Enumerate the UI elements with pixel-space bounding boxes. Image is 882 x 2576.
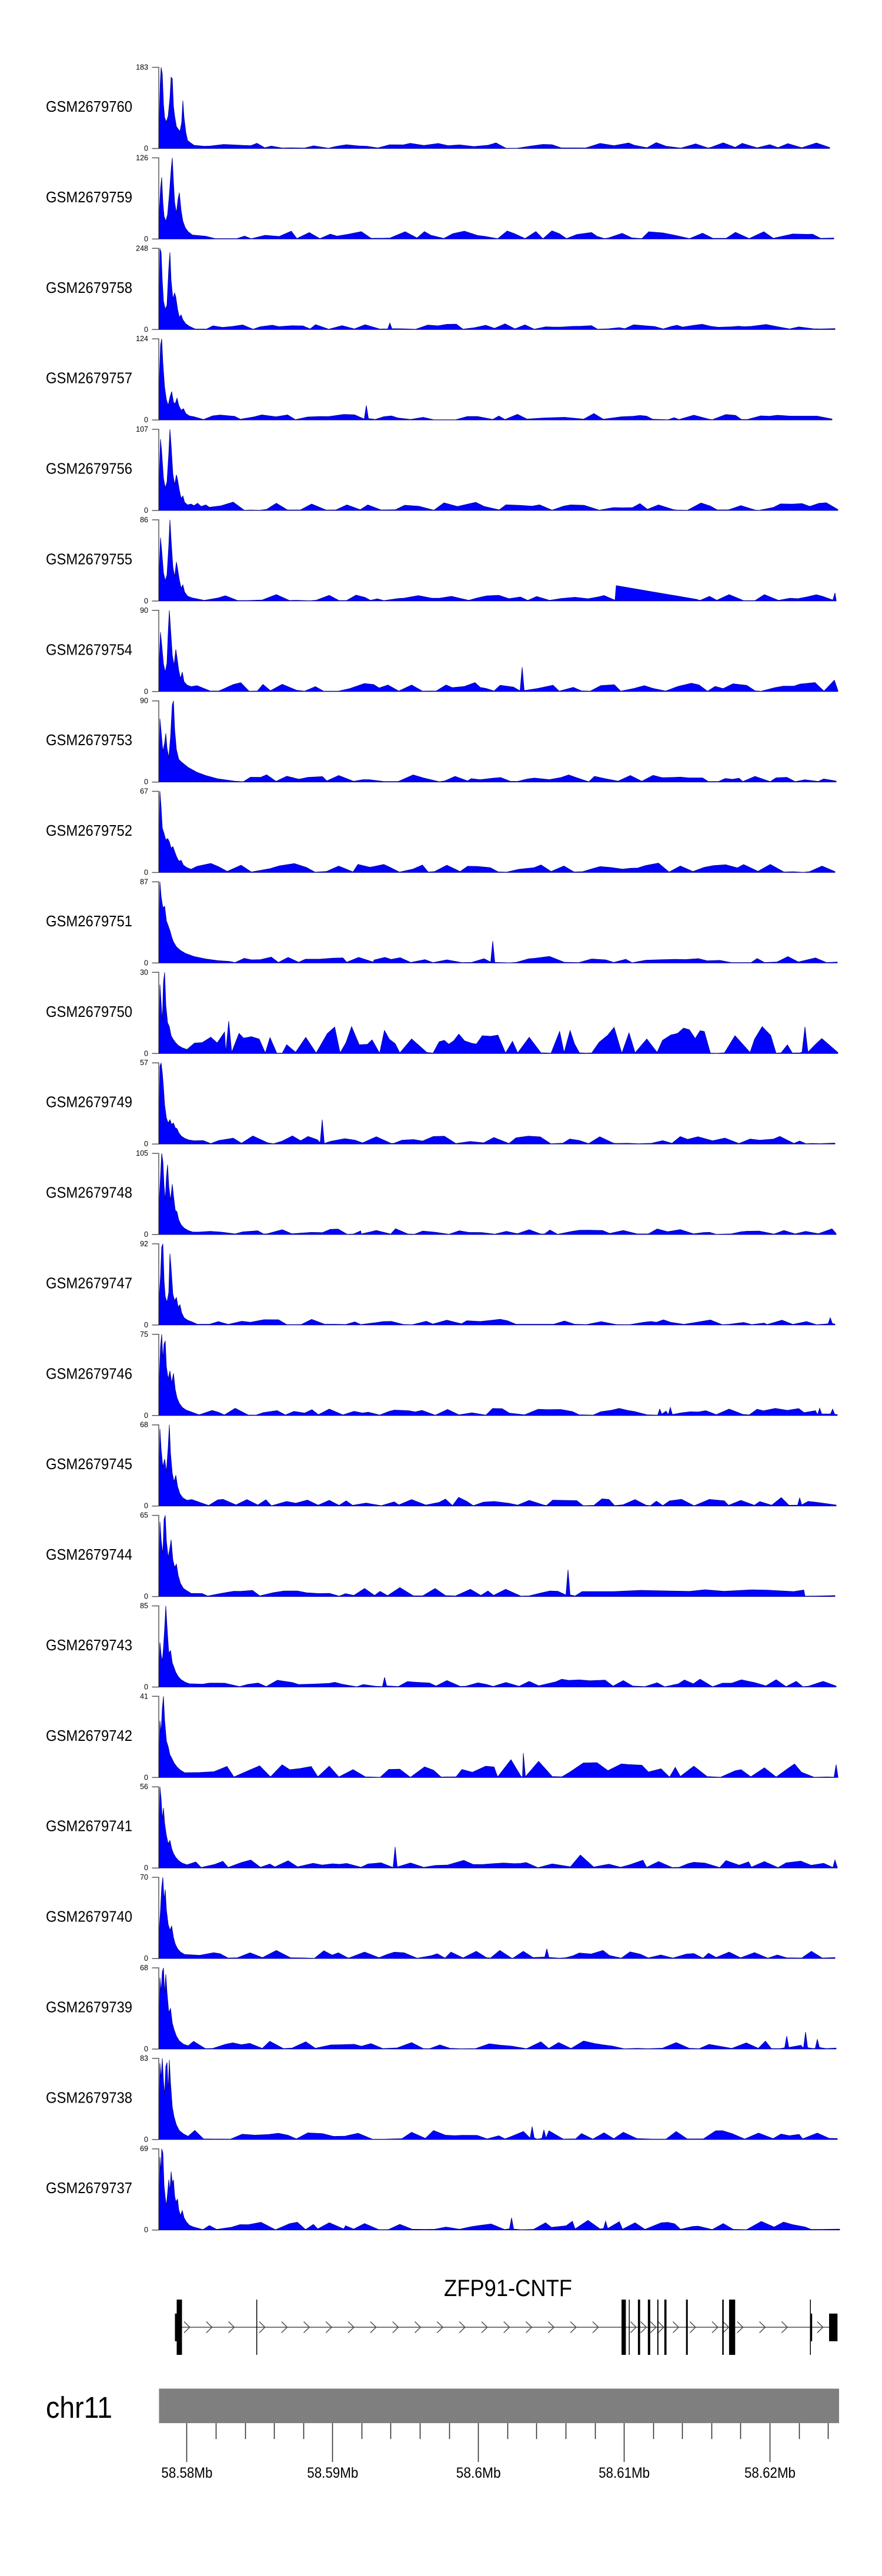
svg-text:GSM2679758: GSM2679758 [46, 279, 132, 296]
svg-text:GSM2679737: GSM2679737 [46, 2179, 132, 2197]
svg-text:GSM2679754: GSM2679754 [46, 640, 132, 658]
svg-text:GSM2679759: GSM2679759 [46, 188, 132, 206]
svg-text:68: 68 [140, 1964, 148, 1972]
svg-text:GSM2679751: GSM2679751 [46, 912, 132, 930]
svg-text:105: 105 [136, 1149, 148, 1157]
svg-text:126: 126 [136, 154, 148, 162]
svg-text:183: 183 [136, 64, 148, 72]
svg-text:0: 0 [144, 597, 148, 605]
svg-text:GSM2679757: GSM2679757 [46, 369, 132, 387]
svg-text:58.61Mb: 58.61Mb [599, 2465, 650, 2481]
svg-text:68: 68 [140, 1421, 148, 1429]
svg-text:chr11: chr11 [46, 2391, 112, 2424]
svg-text:GSM2679743: GSM2679743 [46, 1636, 132, 1654]
svg-text:0: 0 [144, 1864, 148, 1872]
svg-text:92: 92 [140, 1240, 148, 1248]
svg-text:0: 0 [144, 1049, 148, 1057]
svg-text:0: 0 [144, 325, 148, 333]
svg-text:57: 57 [140, 1059, 148, 1067]
svg-text:0: 0 [144, 2226, 148, 2234]
svg-text:58.59Mb: 58.59Mb [307, 2465, 358, 2481]
svg-text:0: 0 [144, 778, 148, 786]
svg-text:90: 90 [140, 697, 148, 705]
svg-text:GSM2679744: GSM2679744 [46, 1546, 132, 1563]
svg-text:0: 0 [144, 1954, 148, 1963]
svg-text:67: 67 [140, 788, 148, 796]
svg-text:GSM2679739: GSM2679739 [46, 1998, 132, 2016]
svg-text:GSM2679760: GSM2679760 [46, 98, 132, 115]
svg-text:GSM2679745: GSM2679745 [46, 1455, 132, 1473]
svg-text:0: 0 [144, 235, 148, 243]
svg-text:58.58Mb: 58.58Mb [161, 2465, 212, 2481]
svg-text:69: 69 [140, 2145, 148, 2153]
svg-text:58.62Mb: 58.62Mb [744, 2465, 796, 2481]
svg-text:GSM2679741: GSM2679741 [46, 1817, 132, 1835]
svg-text:124: 124 [136, 335, 148, 343]
svg-text:0: 0 [144, 1502, 148, 1510]
svg-text:0: 0 [144, 416, 148, 424]
svg-text:75: 75 [140, 1330, 148, 1339]
svg-text:248: 248 [136, 244, 148, 252]
svg-text:70: 70 [140, 1873, 148, 1881]
svg-text:GSM2679747: GSM2679747 [46, 1274, 132, 1292]
svg-text:GSM2679738: GSM2679738 [46, 2088, 132, 2106]
svg-text:30: 30 [140, 968, 148, 976]
svg-text:0: 0 [144, 1412, 148, 1420]
svg-text:41: 41 [140, 1692, 148, 1700]
svg-text:GSM2679746: GSM2679746 [46, 1364, 132, 1382]
svg-text:0: 0 [144, 1321, 148, 1329]
svg-text:90: 90 [140, 606, 148, 615]
svg-text:85: 85 [140, 1602, 148, 1610]
svg-text:58.6Mb: 58.6Mb [456, 2465, 501, 2481]
svg-text:107: 107 [136, 425, 148, 433]
svg-text:0: 0 [144, 688, 148, 696]
svg-text:GSM2679752: GSM2679752 [46, 822, 132, 839]
svg-text:0: 0 [144, 1773, 148, 1781]
svg-text:0: 0 [144, 1230, 148, 1239]
svg-text:0: 0 [144, 2135, 148, 2144]
svg-text:ZFP91-CNTF: ZFP91-CNTF [444, 2275, 572, 2301]
svg-text:GSM2679749: GSM2679749 [46, 1093, 132, 1111]
svg-text:GSM2679755: GSM2679755 [46, 550, 132, 568]
svg-text:0: 0 [144, 145, 148, 153]
svg-text:87: 87 [140, 877, 148, 886]
svg-text:GSM2679742: GSM2679742 [46, 1727, 132, 1744]
svg-text:0: 0 [144, 1593, 148, 1601]
svg-text:56: 56 [140, 1783, 148, 1791]
svg-text:0: 0 [144, 869, 148, 877]
svg-text:83: 83 [140, 2054, 148, 2063]
svg-text:GSM2679748: GSM2679748 [46, 1184, 132, 1202]
svg-text:65: 65 [140, 1511, 148, 1520]
svg-text:GSM2679750: GSM2679750 [46, 1003, 132, 1020]
svg-text:0: 0 [144, 2045, 148, 2053]
svg-text:GSM2679756: GSM2679756 [46, 460, 132, 478]
svg-text:0: 0 [144, 1140, 148, 1148]
svg-text:0: 0 [144, 506, 148, 515]
svg-text:GSM2679753: GSM2679753 [46, 731, 132, 749]
svg-text:GSM2679740: GSM2679740 [46, 1908, 132, 1926]
svg-text:0: 0 [144, 1683, 148, 1691]
svg-text:0: 0 [144, 959, 148, 967]
svg-text:86: 86 [140, 516, 148, 524]
